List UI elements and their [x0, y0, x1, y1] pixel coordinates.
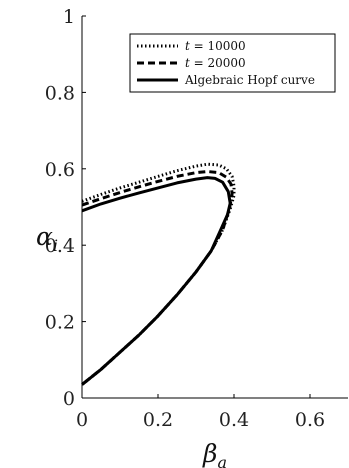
- y-tick-label-2: 0.4: [45, 235, 75, 257]
- ticks: 0 0.2 0.4 0.6 0 0.2 0.4 0.6 0.8 1: [45, 6, 325, 431]
- legend-label-3: Algebraic Hopf curve: [184, 73, 315, 87]
- x-axis-label: βa: [202, 439, 227, 468]
- series-line-dashed: [81, 170, 234, 386]
- y-tick-label-1: 0.2: [45, 312, 75, 334]
- x-tick-label-3: 0.6: [295, 409, 325, 431]
- series-line-solid: [81, 176, 232, 386]
- y-axis-label: αi: [36, 222, 58, 255]
- y-tick-label-5: 1: [63, 6, 75, 28]
- y-tick-label-0: 0: [63, 388, 75, 410]
- legend-box: [129, 33, 336, 93]
- x-tick-label-2: 0.4: [219, 409, 249, 431]
- y-tick-label-4: 0.8: [45, 82, 75, 104]
- x-tick-label-0: 0: [76, 409, 88, 431]
- y-tick-label-3: 0.6: [45, 159, 75, 181]
- legend-label-1: t = 10000: [185, 39, 246, 53]
- curves: [81, 162, 236, 386]
- legend-label-2: t = 20000: [185, 56, 246, 70]
- axes: [81, 16, 348, 399]
- legend: t = 10000 t = 20000 Algebraic Hopf curve: [129, 33, 336, 93]
- x-tick-label-1: 0.2: [143, 409, 173, 431]
